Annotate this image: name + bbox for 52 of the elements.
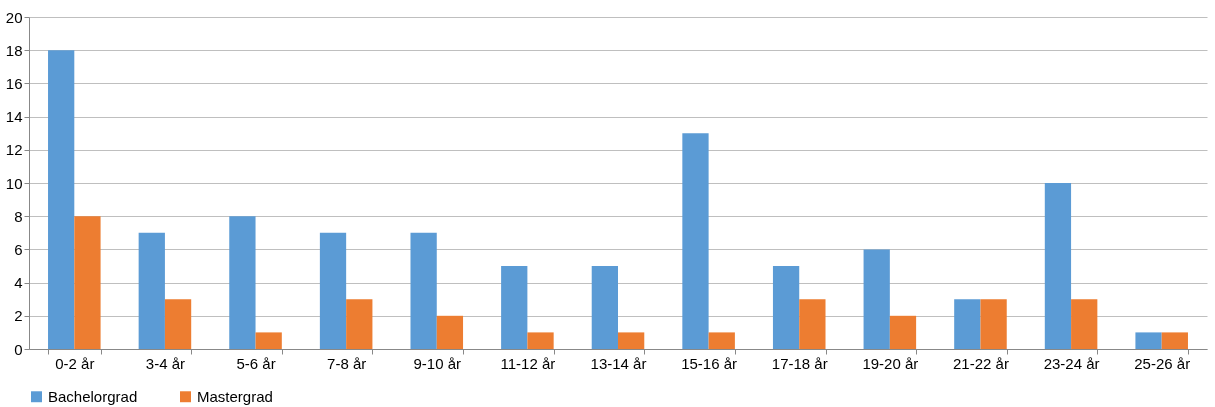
x-tick-label: 19-20 år <box>862 354 919 372</box>
bar <box>1161 332 1188 349</box>
bar <box>410 232 437 349</box>
x-tick-label: 0-2 år <box>55 354 95 372</box>
y-tick-label: 4 <box>14 274 23 292</box>
bar <box>346 299 373 349</box>
bar <box>708 332 735 349</box>
x-tick-label: 23-24 år <box>1043 354 1100 372</box>
x-tick-label: 3-4 år <box>145 354 186 372</box>
bar <box>436 315 464 349</box>
y-tick-label: 8 <box>14 207 23 225</box>
y-tick-label: 20 <box>5 8 23 26</box>
bar <box>255 332 282 349</box>
x-tick-label: 5-6 år <box>236 354 276 372</box>
y-tick-label: 12 <box>5 141 23 159</box>
x-tick-label: 15-16 år <box>681 354 738 372</box>
bar <box>591 266 618 349</box>
bar <box>229 216 256 349</box>
bar <box>682 133 709 349</box>
y-tick-label: 6 <box>14 240 23 258</box>
legend-label: Mastergrad <box>197 387 273 405</box>
bar <box>1071 299 1098 349</box>
bar <box>48 50 75 349</box>
bar <box>1044 183 1072 349</box>
bar <box>74 216 101 349</box>
bar <box>799 299 826 349</box>
y-tick-label: 2 <box>14 307 23 325</box>
y-tick-label: 18 <box>5 41 23 59</box>
y-tick-label: 10 <box>5 174 23 192</box>
bar <box>501 266 528 349</box>
y-tick-label: 14 <box>5 108 23 126</box>
x-tick-label: 7-8 år <box>327 354 367 372</box>
bar <box>1135 332 1162 349</box>
y-tick-label: 16 <box>5 74 23 92</box>
legend-label: Bachelorgrad <box>48 387 138 405</box>
x-tick-label: 9-10 år <box>413 354 462 372</box>
bar <box>889 315 917 349</box>
x-tick-label: 25-26 år <box>1134 354 1191 372</box>
bar <box>138 232 165 349</box>
bar <box>772 266 800 349</box>
x-tick-label: 21-22 år <box>953 354 1009 372</box>
bar <box>618 332 645 349</box>
bar <box>319 232 347 349</box>
bar <box>980 299 1007 349</box>
x-tick-label: 13-14 år <box>590 354 647 372</box>
y-tick-label: 0 <box>14 340 23 358</box>
bar <box>164 299 192 349</box>
x-tick-label: 11-12 år <box>500 354 556 372</box>
bar <box>954 299 981 349</box>
bar <box>527 332 554 349</box>
bar <box>863 249 890 349</box>
x-tick-label: 17-18 år <box>771 354 828 372</box>
